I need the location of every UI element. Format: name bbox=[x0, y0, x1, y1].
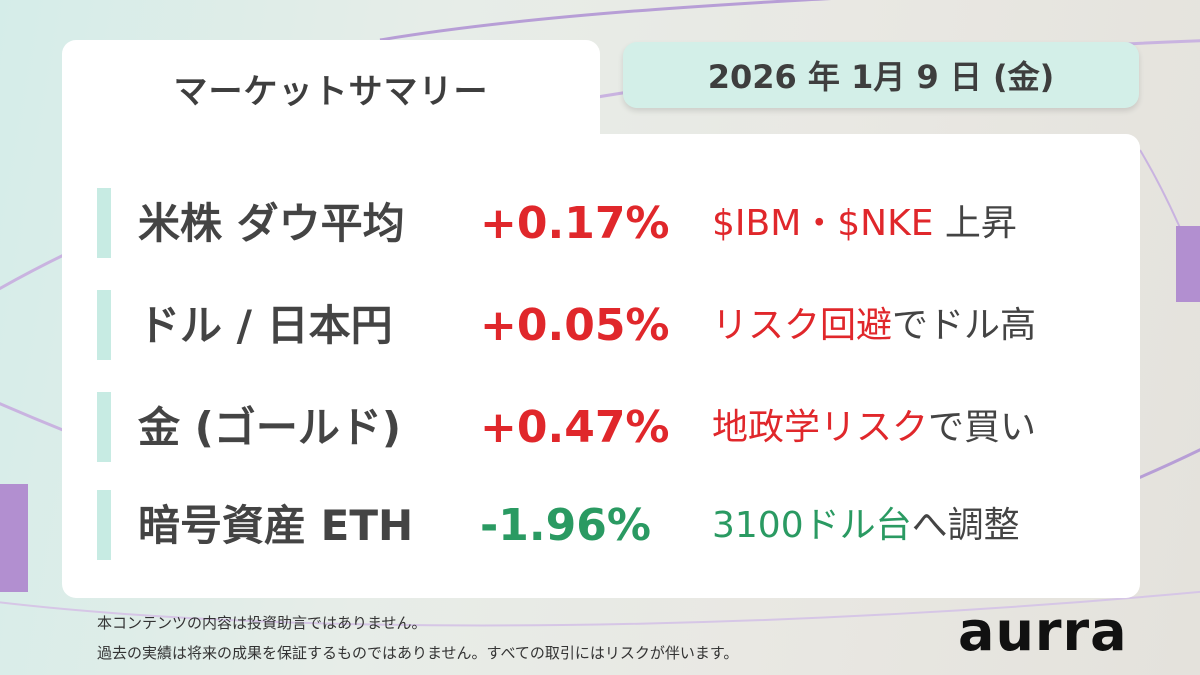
row-asset-name: 米株 ダウ平均 bbox=[138, 199, 405, 248]
row-comment: 3100ドル台へ調整 bbox=[712, 486, 1020, 566]
accent-block-left bbox=[0, 484, 28, 592]
row-change-value: +0.17% bbox=[480, 198, 670, 249]
summary-card bbox=[62, 134, 1140, 598]
row-comment-highlight: $IBM・$NKE bbox=[712, 203, 934, 244]
row-comment: 地政学リスクで買い bbox=[712, 388, 1036, 468]
row-accent-bar bbox=[97, 392, 111, 462]
disclaimer-line-2: 過去の実績は将来の成果を保証するものではありません。すべての取引にはリスクが伴い… bbox=[97, 644, 739, 662]
row-comment-text: でドル高 bbox=[892, 305, 1037, 346]
accent-block-right bbox=[1176, 226, 1200, 302]
row-change-value: +0.05% bbox=[480, 300, 670, 351]
date-badge: 2026 年 1月 9 日 (金) bbox=[623, 42, 1139, 108]
row-asset-name: 暗号資産 ETH bbox=[138, 501, 414, 550]
row-change-value: -1.96% bbox=[480, 500, 651, 551]
disclaimer-line-1: 本コンテンツの内容は投資助言ではありません。 bbox=[97, 614, 427, 632]
row-comment-highlight: 地政学リスク bbox=[712, 407, 929, 448]
market-row: ドル / 日本円 +0.05% リスク回避でドル高 bbox=[0, 286, 1200, 366]
page-title: マーケットサマリー bbox=[173, 72, 489, 112]
row-asset-name: 金 (ゴールド) bbox=[138, 403, 402, 452]
row-comment-highlight: 3100ドル台 bbox=[712, 505, 912, 546]
market-row: 金 (ゴールド) +0.47% 地政学リスクで買い bbox=[0, 388, 1200, 468]
row-comment-text: で買い bbox=[928, 407, 1037, 448]
row-asset-name: ドル / 日本円 bbox=[138, 301, 393, 350]
row-accent-bar bbox=[97, 188, 111, 258]
brand-logo: aurra bbox=[958, 600, 1128, 663]
row-comment: リスク回避でドル高 bbox=[712, 286, 1036, 366]
row-change-value: +0.47% bbox=[480, 402, 670, 453]
row-comment-highlight: リスク回避 bbox=[712, 305, 893, 346]
row-comment-text: へ調整 bbox=[911, 505, 1020, 546]
date-text: 2026 年 1月 9 日 (金) bbox=[707, 58, 1055, 96]
row-comment: $IBM・$NKE 上昇 bbox=[712, 184, 1017, 264]
row-comment-text: 上昇 bbox=[933, 203, 1017, 244]
row-accent-bar bbox=[97, 490, 111, 560]
market-row: 暗号資産 ETH -1.96% 3100ドル台へ調整 bbox=[0, 486, 1200, 566]
market-row: 米株 ダウ平均 +0.17% $IBM・$NKE 上昇 bbox=[0, 184, 1200, 264]
row-accent-bar bbox=[97, 290, 111, 360]
